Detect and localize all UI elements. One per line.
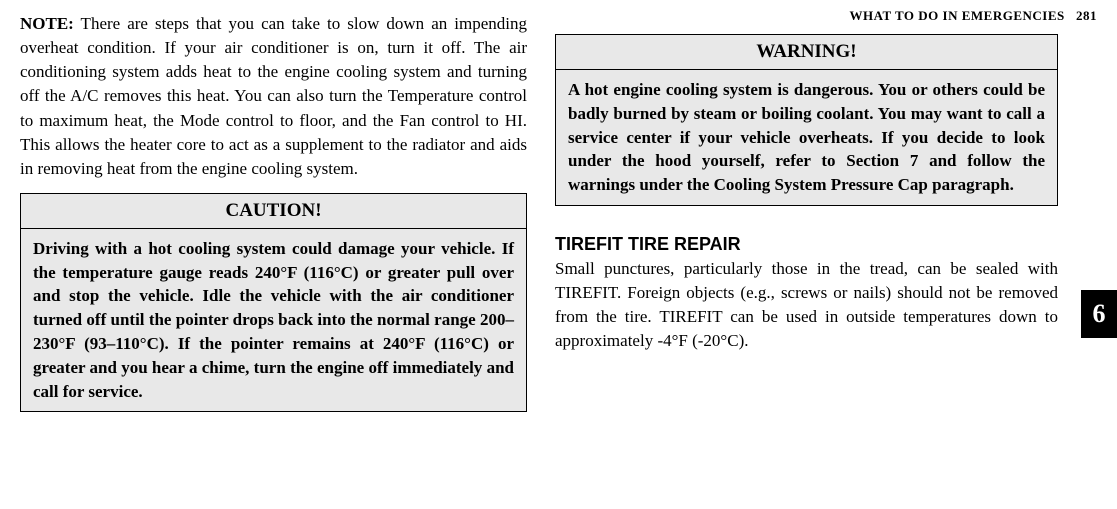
warning-header: WARNING!: [556, 35, 1057, 70]
right-column: WARNING! A hot engine cooling system is …: [545, 12, 1070, 497]
caution-box: CAUTION! Driving with a hot cooling syst…: [20, 193, 527, 413]
section-title: WHAT TO DO IN EMERGENCIES: [849, 8, 1064, 23]
note-paragraph: NOTE: There are steps that you can take …: [20, 12, 527, 181]
page-number: 281: [1076, 8, 1097, 23]
warning-box: WARNING! A hot engine cooling system is …: [555, 34, 1058, 206]
page-container: NOTE: There are steps that you can take …: [0, 0, 1117, 509]
caution-body: Driving with a hot cooling system could …: [21, 229, 526, 412]
warning-body: A hot engine cooling system is dangerous…: [556, 70, 1057, 205]
chapter-number: 6: [1093, 299, 1106, 329]
caution-header: CAUTION!: [21, 194, 526, 229]
note-label: NOTE:: [20, 14, 74, 33]
page-header: WHAT TO DO IN EMERGENCIES 281: [849, 8, 1117, 24]
section-heading: TIREFIT TIRE REPAIR: [555, 234, 1058, 255]
note-text: There are steps that you can take to slo…: [20, 14, 527, 178]
chapter-tab: 6: [1081, 290, 1117, 338]
section-body: Small punctures, particularly those in t…: [555, 257, 1058, 354]
left-column: NOTE: There are steps that you can take …: [20, 12, 545, 497]
